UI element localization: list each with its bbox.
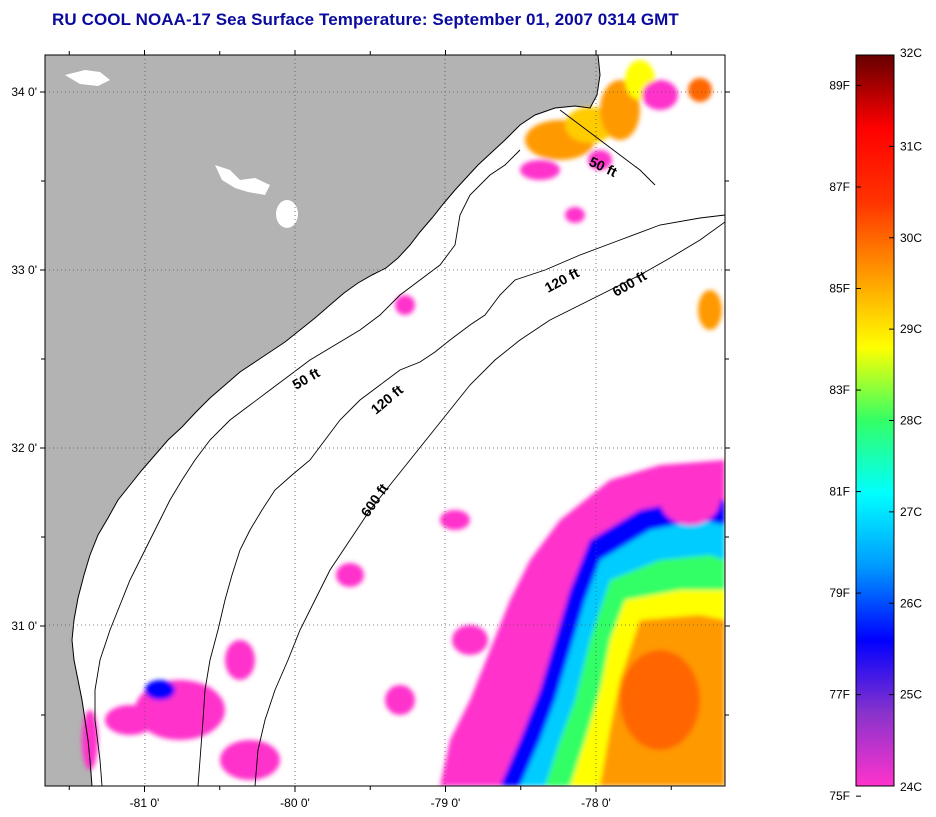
colorbar-fahrenheit-label: 77F	[829, 688, 850, 702]
sst-patches-south	[82, 460, 725, 786]
grid-lines	[45, 55, 725, 786]
colorbar-fahrenheit-labels: 89F 87F 85F 83F 81F 79F 77F 75F	[829, 78, 861, 803]
lake	[276, 200, 298, 228]
colorbar-celsius-label: 30C	[900, 231, 922, 245]
y-tick-label: 32 0'	[11, 441, 37, 455]
colorbar-fahrenheit-label: 87F	[829, 180, 850, 194]
map-frame	[44, 54, 726, 787]
colorbar-fahrenheit-label: 81F	[829, 485, 850, 499]
colorbar-fahrenheit-label: 89F	[829, 78, 850, 92]
isobath-600ft	[254, 221, 725, 786]
colorbar-celsius-label: 24C	[900, 780, 922, 794]
x-tick-label: -80 0'	[280, 796, 310, 810]
y-tick-label: 31 0'	[11, 619, 37, 633]
x-tick-label: -78 0'	[581, 796, 611, 810]
colorbar-fahrenheit-label: 85F	[829, 282, 850, 296]
colorbar-fahrenheit-label: 83F	[829, 383, 850, 397]
y-tick-label: 34 0'	[11, 85, 37, 99]
colorbar-fahrenheit-label: 75F	[829, 789, 850, 803]
colorbar-celsius-label: 31C	[900, 139, 922, 153]
sst-patches-north	[395, 60, 722, 330]
isobath-50ft	[94, 109, 656, 786]
land-area	[45, 55, 600, 786]
y-axis: 34 0' 33 0' 32 0' 31 0'	[11, 85, 730, 716]
lake	[215, 165, 270, 195]
colorbar-celsius-label: 32C	[900, 46, 922, 60]
lake	[65, 70, 110, 86]
x-tick-label: -81 0'	[130, 796, 160, 810]
map-title: RU COOL NOAA-17 Sea Surface Temperature:…	[52, 10, 679, 29]
coastline	[71, 55, 601, 786]
y-tick-label: 33 0'	[11, 263, 37, 277]
colorbar-celsius-label: 28C	[900, 414, 922, 428]
colorbar: 32C 31C 30C 29C 28C 27C 26C 25C 24C 89F 87F 85F 83F…	[829, 46, 922, 803]
colorbar-celsius-label: 26C	[900, 596, 922, 610]
colorbar-celsius-label: 29C	[900, 322, 922, 336]
x-tick-label: -79 0'	[431, 796, 461, 810]
colorbar-celsius-labels: 32C 31C 30C 29C 28C 27C 26C 25C 24C	[889, 46, 922, 794]
x-axis: -81 0' -80 0' -79 0' -78 0'	[68, 50, 672, 810]
colorbar-celsius-label: 27C	[900, 505, 922, 519]
colorbar-celsius-label: 25C	[900, 688, 922, 702]
colorbar-fahrenheit-label: 79F	[829, 586, 850, 600]
isobath-120ft	[197, 214, 725, 786]
colorbar-gradient	[855, 54, 895, 787]
